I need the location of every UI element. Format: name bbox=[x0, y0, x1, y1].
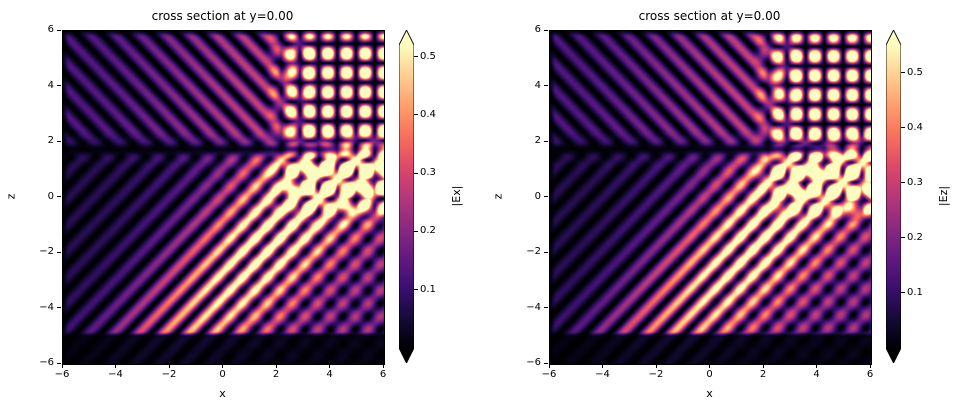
colorbar-tick-mark bbox=[414, 114, 418, 116]
x-tick-mark bbox=[602, 364, 603, 368]
y-tick-mark bbox=[544, 140, 548, 142]
y-tick-label: 4 bbox=[47, 79, 54, 91]
colorbar-tick-label: 0.2 bbox=[907, 231, 923, 243]
colorbar-ex bbox=[399, 30, 414, 363]
y-tick-mark bbox=[544, 29, 548, 31]
y-axis-label: z bbox=[4, 193, 18, 200]
x-tick-label: 2 bbox=[759, 369, 767, 380]
colorbar-tick-label: 0.1 bbox=[420, 283, 436, 295]
y-tick-mark bbox=[544, 196, 548, 197]
y-tick-mark bbox=[544, 362, 548, 364]
x-tick-label: 4 bbox=[326, 369, 333, 380]
x-tick-mark bbox=[816, 364, 817, 368]
colorbar-tick-mark bbox=[414, 230, 418, 232]
x-tick-mark bbox=[548, 364, 550, 368]
y-tick-mark bbox=[57, 85, 61, 86]
x-tick-mark bbox=[61, 364, 63, 368]
colorbar-ez bbox=[886, 30, 901, 363]
x-tick-mark bbox=[655, 364, 657, 368]
colorbar-tick-label: 0.5 bbox=[907, 66, 923, 78]
y-tick-label: 2 bbox=[534, 135, 541, 146]
y-tick-label: 6 bbox=[534, 24, 541, 35]
subplot-ez: cross section at y=0.00 z x |Ez| −6 −4 −2 0… bbox=[487, 0, 974, 412]
y-tick-label: 2 bbox=[47, 135, 54, 146]
x-tick-label: 0 bbox=[219, 369, 226, 380]
y-tick-label: −4 bbox=[39, 301, 54, 313]
x-tick-label: −6 bbox=[54, 369, 70, 380]
x-tick-label: −2 bbox=[161, 369, 177, 380]
colorbar-tick-mark bbox=[414, 172, 418, 174]
x-tick-label: −4 bbox=[108, 369, 123, 380]
x-tick-mark bbox=[275, 364, 277, 368]
y-tick-mark bbox=[57, 29, 61, 31]
x-tick-mark bbox=[115, 364, 116, 368]
x-tick-mark bbox=[168, 364, 170, 368]
colorbar-label: |Ex| bbox=[449, 185, 463, 207]
x-tick-label: 6 bbox=[379, 369, 387, 380]
y-tick-mark bbox=[57, 307, 61, 308]
x-axis-label: x bbox=[706, 387, 713, 400]
colorbar-tick-mark bbox=[414, 289, 418, 291]
colorbar-tick-mark bbox=[901, 292, 905, 294]
colorbar-tick-label: 0.4 bbox=[420, 108, 436, 120]
y-tick-mark bbox=[544, 307, 548, 308]
x-axis-label: x bbox=[219, 387, 226, 400]
plot-title: cross section at y=0.00 bbox=[151, 9, 294, 23]
y-tick-label: 6 bbox=[47, 24, 54, 35]
colorbar-tick-label: 0.1 bbox=[907, 286, 923, 298]
x-tick-label: 0 bbox=[706, 369, 713, 380]
colorbar-tick-label: 0.3 bbox=[420, 167, 436, 179]
y-tick-label: 0 bbox=[534, 190, 541, 202]
y-tick-mark bbox=[57, 362, 61, 364]
x-tick-label: 6 bbox=[866, 369, 874, 380]
x-tick-label: 4 bbox=[813, 369, 820, 380]
colorbar-tick-mark bbox=[901, 72, 905, 74]
y-tick-mark bbox=[544, 85, 548, 86]
colorbar-tick-mark bbox=[901, 182, 905, 184]
x-tick-mark bbox=[382, 364, 384, 368]
y-axis-label: z bbox=[491, 193, 505, 200]
heatmap-plot-area bbox=[62, 30, 385, 365]
heatmap-canvas-ez bbox=[550, 31, 871, 364]
x-tick-label: 2 bbox=[272, 369, 280, 380]
heatmap-canvas-ex bbox=[63, 31, 384, 364]
colorbar-tick-label: 0.5 bbox=[420, 50, 436, 62]
colorbar-tick-label: 0.3 bbox=[907, 176, 923, 188]
colorbar-label: |Ez| bbox=[936, 185, 950, 207]
x-tick-mark bbox=[222, 364, 223, 368]
y-tick-mark bbox=[57, 251, 61, 253]
x-tick-mark bbox=[329, 364, 330, 368]
x-tick-label: −4 bbox=[595, 369, 610, 380]
y-tick-label: −2 bbox=[39, 246, 54, 257]
colorbar-tick-label: 0.2 bbox=[420, 225, 436, 237]
y-tick-mark bbox=[544, 251, 548, 253]
colorbar-tick-mark bbox=[901, 127, 905, 129]
y-tick-label: −4 bbox=[526, 301, 541, 313]
y-tick-label: 4 bbox=[534, 79, 541, 91]
x-tick-mark bbox=[762, 364, 764, 368]
x-tick-label: −2 bbox=[648, 369, 664, 380]
colorbar-tick-mark bbox=[414, 56, 418, 58]
subplot-ex: cross section at y=0.00 z x |Ex| −6 −4 −2 0… bbox=[4, 9, 463, 400]
x-tick-mark bbox=[709, 364, 710, 368]
y-tick-label: −2 bbox=[526, 246, 541, 257]
heatmap-plot-area bbox=[549, 30, 872, 365]
y-tick-label: 0 bbox=[47, 190, 54, 202]
y-tick-label: −6 bbox=[526, 357, 541, 368]
y-tick-mark bbox=[57, 140, 61, 142]
y-tick-label: −6 bbox=[39, 357, 54, 368]
x-tick-mark bbox=[869, 364, 871, 368]
x-tick-label: −6 bbox=[541, 369, 557, 380]
y-tick-mark bbox=[57, 196, 61, 197]
colorbar-tick-label: 0.4 bbox=[907, 121, 923, 133]
plot-title: cross section at y=0.00 bbox=[638, 9, 781, 23]
colorbar-tick-mark bbox=[901, 237, 905, 239]
